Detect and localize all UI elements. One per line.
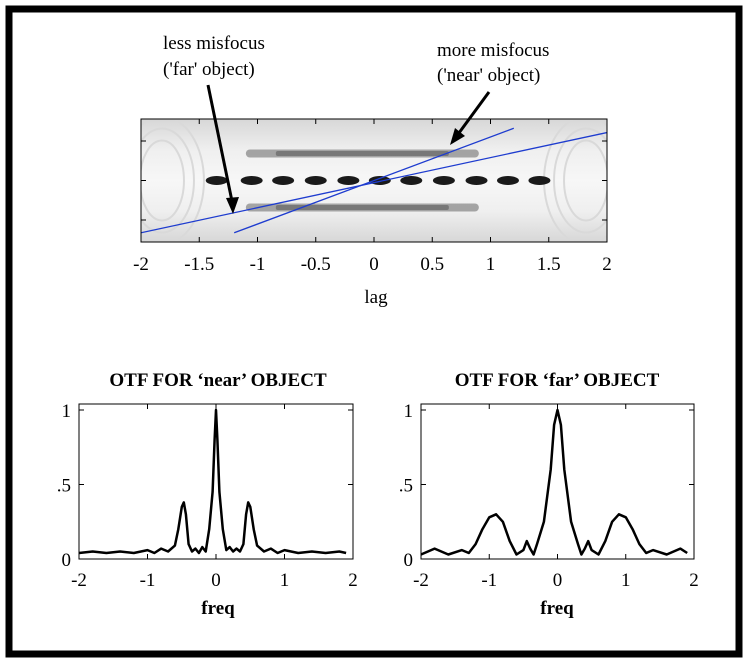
heatmap-band-core-upper — [275, 151, 449, 156]
otf-far-y-ticks: 0.51 — [399, 401, 694, 571]
heatmap-x-tick-label: 0.5 — [420, 254, 444, 275]
heatmap-ripple — [141, 119, 205, 242]
far-y-tick-label: 1 — [404, 401, 414, 422]
far-x-tick-label: 2 — [689, 570, 699, 591]
otf-near-xlabel: freq — [201, 598, 235, 619]
heatmap-x-tick-label: 2 — [602, 254, 612, 275]
near-x-tick-label: -2 — [71, 570, 87, 591]
heatmap-dash — [528, 176, 551, 185]
heatmap-band-core-lower — [275, 205, 449, 210]
near-y-tick-label: .5 — [57, 476, 71, 497]
annotation-less-misfocus-line1: less misfocus — [163, 33, 265, 54]
near-x-tick-label: 1 — [280, 570, 290, 591]
far-y-tick-label: 0 — [404, 550, 414, 571]
heatmap-ripple — [563, 139, 607, 222]
heatmap-x-ticks: -2 -1.5 -1 -0.5 0 0.5 1 1.5 2 — [133, 119, 612, 275]
heatmap-xlabel: lag — [364, 287, 388, 308]
heatmap-x-tick-label: 1.5 — [537, 254, 561, 275]
heatmap-dash — [465, 176, 488, 185]
otf-near-title: OTF FOR ‘near’ OBJECT — [109, 370, 327, 391]
near-x-tick-label: -1 — [140, 570, 156, 591]
heatmap-ripple — [141, 127, 195, 234]
near-y-tick-label: 0 — [62, 550, 72, 571]
otf-near-series-line — [78, 408, 347, 555]
heatmap-dash — [496, 176, 519, 185]
otf-near-y-ticks: 0.51 — [57, 401, 353, 571]
figure-border — [5, 5, 743, 658]
otf-near-panel: OTF FOR ‘near’ OBJECT 0.51 -2 -1 0 1 2 freq — [57, 370, 358, 619]
annotation-more-misfocus-line2: ('near' object) — [437, 65, 540, 86]
heatmap-dash — [272, 176, 295, 185]
heatmap-x-tick-label: -1 — [250, 254, 266, 275]
heatmap-x-tick-label: -2 — [133, 254, 149, 275]
heatmap-panel: -2 -1.5 -1 -0.5 0 0.5 1 1.5 2 lag less misfocus … — [133, 33, 612, 308]
otf-near-x-ticks: -2 -1 0 1 2 — [71, 404, 358, 591]
far-x-tick-label: 0 — [553, 570, 563, 591]
otf-far-xlabel: freq — [540, 598, 574, 619]
otf-far-frame — [420, 403, 695, 560]
arrow-less-misfocus — [206, 84, 235, 207]
far-x-tick-label: 1 — [621, 570, 631, 591]
otf-far-x-ticks: -2 -1 0 1 2 — [413, 404, 699, 591]
heatmap-rows — [141, 119, 607, 242]
far-x-tick-label: -1 — [481, 570, 497, 591]
far-x-tick-label: -2 — [413, 570, 429, 591]
heatmap-x-tick-label: 0 — [369, 254, 379, 275]
heatmap-dash — [432, 176, 455, 185]
arrowhead-more-misfocus — [450, 128, 465, 145]
misfocus-line-near — [233, 127, 515, 234]
heatmap-dash — [205, 176, 228, 185]
heatmap-dash — [304, 176, 327, 185]
heatmap-dash — [337, 176, 360, 185]
heatmap-x-tick-label: -1.5 — [184, 254, 214, 275]
heatmap-ripple — [553, 127, 607, 234]
arrow-more-misfocus — [454, 91, 491, 138]
otf-far-title: OTF FOR ‘far’ OBJECT — [455, 370, 660, 391]
annotation-less-misfocus-line2: ('far' object) — [163, 59, 255, 80]
heatmap-x-tick-label: 1 — [486, 254, 496, 275]
misfocus-line-far — [141, 131, 607, 234]
far-y-tick-label: .5 — [399, 476, 413, 497]
heatmap-dash — [400, 176, 423, 185]
annotation-more-misfocus-line1: more misfocus — [437, 40, 549, 61]
heatmap-x-tick-label: -0.5 — [301, 254, 331, 275]
heatmap-ripple — [141, 139, 185, 222]
otf-far-panel: OTF FOR ‘far’ OBJECT 0.51 -2 -1 0 1 2 freq — [399, 370, 699, 619]
misfocus-lines — [141, 127, 607, 234]
heatmap-dash — [240, 176, 263, 185]
near-x-tick-label: 2 — [348, 570, 358, 591]
arrowhead-less-misfocus — [226, 197, 239, 214]
otf-far-series-line — [420, 408, 688, 556]
near-y-tick-label: 1 — [62, 401, 72, 422]
near-x-tick-label: 0 — [211, 570, 221, 591]
